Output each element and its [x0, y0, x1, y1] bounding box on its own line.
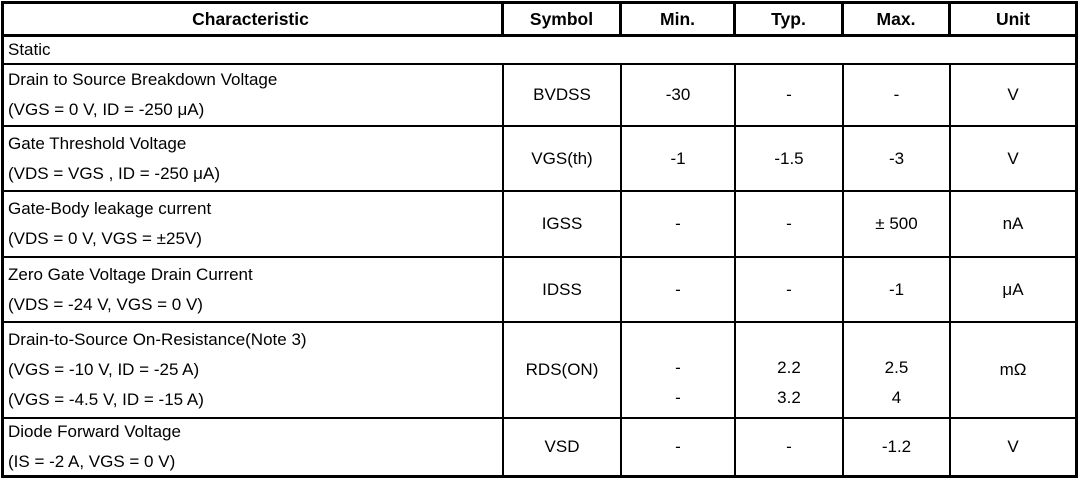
row-symbol: VSD	[504, 419, 622, 475]
row-symbol: BVDSS	[504, 65, 622, 125]
row-unit: μA	[1002, 279, 1024, 299]
column-header-characteristic: Characteristic	[4, 4, 504, 34]
row-max: -3	[844, 127, 951, 190]
table-header-row: Characteristic Symbol Min. Typ. Max. Uni…	[4, 4, 1075, 37]
row-symbol: IGSS	[504, 192, 622, 256]
row-characteristic: Gate Threshold Voltage	[8, 133, 187, 153]
row-typ: -	[736, 192, 844, 256]
table-row: Zero Gate Voltage Drain Current (VDS = -…	[4, 258, 1075, 323]
row-characteristic: Drain to Source Breakdown Voltage	[8, 70, 278, 89]
row-condition: (IS = -2 A, VGS = 0 V)	[8, 452, 176, 471]
table-row: Diode Forward Voltage (IS = -2 A, VGS = …	[4, 419, 1075, 475]
row-typ: -	[736, 419, 844, 475]
row-unit: V	[1007, 437, 1019, 456]
row-unit: V	[1007, 148, 1019, 168]
row-condition: (VGS = -10 V, ID = -25 A)	[8, 360, 200, 379]
row-unit: nA	[1002, 214, 1024, 233]
row-min: -1	[622, 127, 736, 190]
row-condition: (VDS = -24 V, VGS = 0 V)	[8, 294, 203, 314]
column-header-unit: Unit	[995, 9, 1031, 29]
row-max: 2.5 4	[844, 323, 951, 417]
row-characteristic: Diode Forward Voltage	[8, 422, 181, 441]
row-characteristic: Zero Gate Voltage Drain Current	[8, 264, 253, 284]
row-condition: (VGS = -4.5 V, ID = -15 A)	[8, 390, 204, 409]
row-typ: 2.2 3.2	[736, 323, 844, 417]
row-min: -	[622, 419, 736, 475]
column-header-min: Min.	[622, 4, 736, 34]
row-min: -	[622, 192, 736, 256]
row-min: -30	[622, 65, 736, 125]
section-row: Static	[4, 37, 1075, 65]
row-typ: -	[736, 65, 844, 125]
table-row: Drain-to-Source On-Resistance(Note 3) (V…	[4, 323, 1075, 419]
row-condition: (VDS = VGS , ID = -250 μA)	[8, 163, 220, 183]
table-row: Gate Threshold Voltage (VDS = VGS , ID =…	[4, 127, 1075, 192]
table-row: Gate-Body leakage current (VDS = 0 V, VG…	[4, 192, 1075, 258]
row-max: ± 500	[844, 192, 951, 256]
row-symbol: RDS(ON)	[504, 323, 622, 417]
row-typ: -1.5	[736, 127, 844, 190]
row-max: -1.2	[844, 419, 951, 475]
row-unit: mΩ	[999, 360, 1027, 379]
row-symbol: IDSS	[504, 258, 622, 321]
row-unit: V	[1007, 85, 1019, 104]
characteristics-table: Characteristic Symbol Min. Typ. Max. Uni…	[1, 1, 1078, 478]
row-symbol: VGS(th)	[504, 127, 622, 190]
row-condition: (VGS = 0 V, ID = -250 μA)	[8, 100, 205, 119]
row-min: -	[622, 258, 736, 321]
section-label: Static	[8, 40, 51, 59]
row-min: - -	[622, 323, 736, 417]
column-header-typ: Typ.	[736, 4, 844, 34]
column-header-symbol: Symbol	[504, 4, 622, 34]
column-header-max: Max.	[844, 4, 951, 34]
row-typ: -	[736, 258, 844, 321]
table-row: Drain to Source Breakdown Voltage (VGS =…	[4, 65, 1075, 127]
row-characteristic: Drain-to-Source On-Resistance(Note 3)	[8, 330, 307, 349]
row-condition: (VDS = 0 V, VGS = ±25V)	[8, 229, 202, 248]
row-max: -	[844, 65, 951, 125]
row-max: -1	[844, 258, 951, 321]
row-characteristic: Gate-Body leakage current	[8, 199, 212, 218]
